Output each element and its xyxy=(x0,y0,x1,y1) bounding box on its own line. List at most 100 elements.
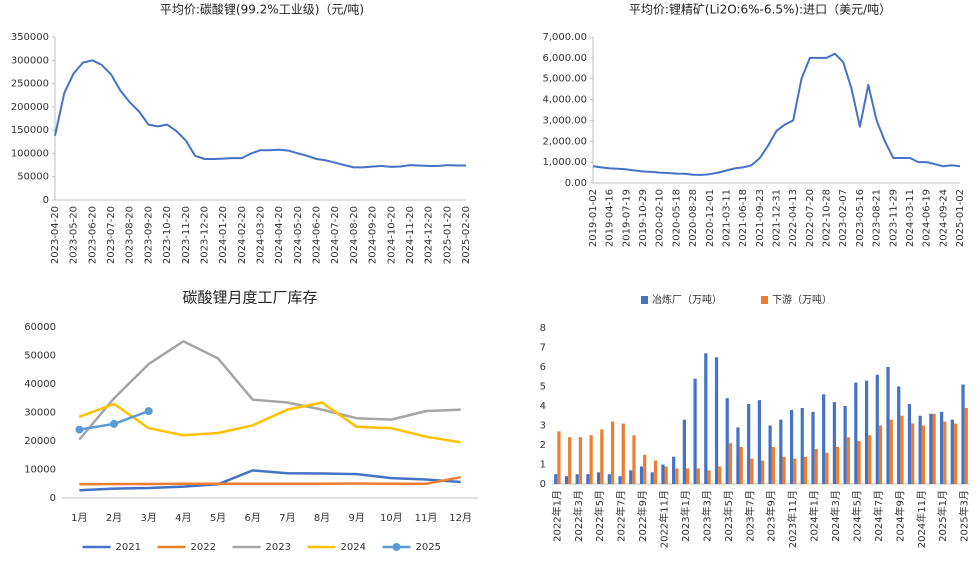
x-tick-label: 2020-12-01 xyxy=(705,189,716,247)
bar xyxy=(911,423,915,484)
legend-marker xyxy=(392,543,401,551)
x-tick-label: 2025年3月 xyxy=(958,490,971,542)
x-tick-label: 2020-08-28 xyxy=(688,189,699,247)
bar xyxy=(779,419,783,484)
x-tick-label: 8月 xyxy=(314,512,330,524)
x-tick-label: 2019-07-19 xyxy=(621,189,632,247)
x-tick-label: 2023-04-20 xyxy=(50,206,61,264)
x-tick-label: 2023-07-20 xyxy=(106,206,117,264)
bar xyxy=(643,454,647,484)
bar xyxy=(950,419,954,484)
bar xyxy=(575,474,579,484)
line-series xyxy=(79,475,461,486)
line-series xyxy=(79,469,461,492)
bar xyxy=(757,400,761,484)
chart-title: 碳酸锂月度工厂库存 xyxy=(182,289,317,307)
bar xyxy=(725,398,729,484)
bar xyxy=(685,468,690,484)
x-tick-label: 2025-01-20 xyxy=(442,206,453,264)
chart-title: 平均价:锂精矿(Li2O:6%-6.5%):进口（美元/吨） xyxy=(629,2,891,17)
bar xyxy=(864,380,869,484)
bar xyxy=(704,353,708,484)
x-tick-label: 2023年7月 xyxy=(743,490,756,542)
x-tick-label: 2023年1月 xyxy=(679,490,692,542)
bar xyxy=(943,421,947,484)
x-tick-label: 2023-12-20 xyxy=(199,206,210,264)
bar xyxy=(875,374,879,484)
point xyxy=(75,425,84,434)
bar xyxy=(589,435,593,484)
x-tick-label: 7月 xyxy=(279,512,295,524)
x-tick-label: 2025年1月 xyxy=(936,490,949,542)
x-tick-label: 2021-06-18 xyxy=(738,189,749,247)
y-tick-label: 250000 xyxy=(11,79,49,90)
y-tick-label: 2 xyxy=(540,440,546,451)
y-tick-label: 3,000.00 xyxy=(542,115,587,126)
bar xyxy=(675,468,679,484)
y-tick-label: 5,000.00 xyxy=(542,74,587,85)
bar xyxy=(682,419,686,484)
x-tick-label: 2024年3月 xyxy=(829,490,842,542)
x-tick-label: 2024-03-20 xyxy=(256,206,267,264)
bar xyxy=(768,425,772,484)
y-tick-label: 0 xyxy=(540,479,546,490)
bar xyxy=(597,472,601,484)
x-tick-label: 2024-04-20 xyxy=(274,206,285,264)
x-tick-label: 2024-06-20 xyxy=(312,206,323,264)
x-tick-label: 4月 xyxy=(175,512,191,524)
bar xyxy=(568,437,572,484)
x-tick-label: 2024-05-20 xyxy=(293,206,304,264)
bar xyxy=(639,466,644,484)
bar xyxy=(664,466,668,484)
chart-title: 平均价:碳酸锂(99.2%工业级)（元/吨) xyxy=(160,2,364,17)
x-tick-label: 2022年1月 xyxy=(550,490,563,542)
y-tick-label: 3 xyxy=(540,421,546,432)
y-tick-label: 0 xyxy=(50,493,56,504)
x-tick-label: 2024-11-20 xyxy=(405,206,416,264)
x-tick-label: 2022-07-20 xyxy=(805,189,816,247)
bar xyxy=(868,435,872,484)
bar xyxy=(629,470,633,484)
x-tick-label: 2022年11月 xyxy=(658,490,671,548)
legend-label: 2023 xyxy=(266,542,291,553)
x-tick-label: 2023-11-29 xyxy=(888,189,899,247)
point xyxy=(110,419,118,428)
x-tick-label: 2025-01-02 xyxy=(955,189,966,247)
line-series xyxy=(78,340,461,441)
point xyxy=(144,407,153,416)
y-tick-label: 50000 xyxy=(17,172,49,183)
x-tick-label: 12月 xyxy=(449,512,472,524)
y-tick-label: 0.00 xyxy=(565,178,587,189)
x-tick-label: 2024-03-11 xyxy=(905,189,916,247)
x-tick-label: 2022-04-13 xyxy=(788,189,799,247)
bar xyxy=(932,413,936,484)
bar xyxy=(782,456,786,484)
x-tick-label: 2019-04-16 xyxy=(605,189,616,247)
x-tick-label: 2022年9月 xyxy=(636,490,649,542)
y-tick-label: 6,000.00 xyxy=(542,53,587,64)
x-tick-label: 2023年3月 xyxy=(700,490,713,542)
bar xyxy=(854,382,858,484)
y-tick-label: 10000 xyxy=(24,465,56,476)
x-tick-label: 2024-09-24 xyxy=(938,189,949,247)
bar xyxy=(736,427,740,484)
legend-swatch xyxy=(761,296,768,304)
x-tick-label: 6月 xyxy=(244,512,260,524)
bar xyxy=(610,421,615,484)
bar xyxy=(707,470,711,484)
x-tick-label: 3月 xyxy=(140,512,156,524)
y-tick-label: 30000 xyxy=(24,408,56,419)
y-tick-label: 1,000.00 xyxy=(542,157,587,168)
y-tick-label: 4,000.00 xyxy=(542,95,587,106)
x-tick-label: 2024年1月 xyxy=(808,490,821,542)
x-tick-label: 2024年7月 xyxy=(872,490,885,542)
legend-label: 2025 xyxy=(416,542,441,553)
x-tick-label: 2021-09-23 xyxy=(755,189,766,247)
y-tick-label: 40000 xyxy=(24,379,56,390)
y-tick-label: 7,000.00 xyxy=(542,32,587,43)
x-tick-label: 2019-01-02 xyxy=(588,189,599,247)
legend-label: 2022 xyxy=(191,542,216,553)
bar xyxy=(621,423,625,484)
bar xyxy=(793,458,797,484)
bar xyxy=(921,425,925,484)
